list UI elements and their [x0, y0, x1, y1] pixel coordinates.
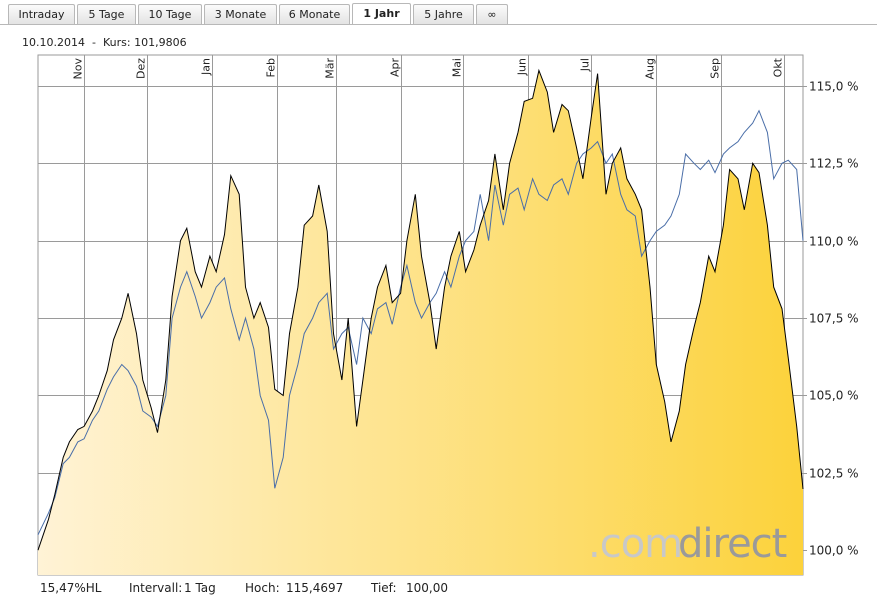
tab-6-monate[interactable]: 6 Monate: [279, 4, 350, 24]
chart-footer: 15,47%HL Intervall: 1 Tag Hoch: 115,4697…: [0, 578, 877, 598]
info-price-value: 101,9806: [134, 36, 187, 49]
tab-5-jahre[interactable]: 5 Jahre: [413, 4, 474, 24]
watermark-direct: direct: [678, 521, 787, 567]
info-price-label: Kurs:: [102, 36, 131, 49]
y-tick-label: 102,5 %: [809, 467, 859, 481]
info-separator: -: [91, 36, 96, 49]
footer-low-value: 100,00: [406, 581, 448, 595]
y-tick-label: 110,0 %: [809, 235, 859, 249]
tab-10-tage[interactable]: 10 Tage: [138, 4, 202, 24]
x-tick-label: Dez: [135, 58, 148, 79]
footer-low-label: Tief:: [371, 581, 397, 595]
footer-interval-label: Intervall:: [129, 581, 183, 595]
tab-1-jahr[interactable]: 1 Jahr: [352, 3, 411, 24]
period-tab-bar: Intraday 5 Tage 10 Tage 3 Monate 6 Monat…: [0, 0, 877, 25]
info-date: 10.10.2014: [22, 36, 85, 49]
x-tick-label: Jan: [200, 58, 213, 76]
tab-all-time[interactable]: ∞: [476, 4, 508, 24]
footer-interval-value: 1 Tag: [184, 581, 216, 595]
watermark-com: .com: [588, 521, 682, 567]
x-tick-label: Jun: [516, 58, 529, 76]
price-chart: .com direct 100,0 % 102,5 % 105,0 % 107,5 %…: [37, 54, 859, 576]
x-tick-label: Okt: [772, 57, 785, 77]
y-tick-label: 100,0 %: [809, 544, 859, 558]
footer-high-value: 115,4697: [286, 581, 344, 595]
x-tick-label: Feb: [265, 58, 278, 77]
tab-5-tage[interactable]: 5 Tage: [77, 4, 136, 24]
compare-series-line: [37, 109, 804, 536]
y-tick-label: 112,5 %: [809, 157, 859, 171]
y-tick-label: 107,5 %: [809, 312, 859, 326]
x-tick-label: Apr: [389, 58, 402, 78]
x-tick-label: Sep: [709, 58, 722, 79]
tab-intraday[interactable]: Intraday: [8, 4, 75, 24]
x-tick-label: Aug: [644, 58, 657, 79]
tab-3-monate[interactable]: 3 Monate: [204, 4, 277, 24]
x-tick-label: Jul: [579, 58, 592, 72]
x-tick-label: Nov: [72, 58, 85, 80]
x-tick-label: Mär: [324, 58, 337, 79]
y-tick-label: 115,0 %: [809, 80, 859, 94]
footer-hl: 15,47%HL: [40, 581, 102, 595]
y-tick-label: 105,0 %: [809, 389, 859, 403]
price-info: 10.10.2014 - Kurs: 101,9806: [22, 36, 187, 49]
footer-high-label: Hoch:: [245, 581, 280, 595]
x-tick-label: Mai: [451, 58, 464, 77]
main-series-line: [37, 68, 804, 551]
main-series-area: [38, 70, 803, 575]
